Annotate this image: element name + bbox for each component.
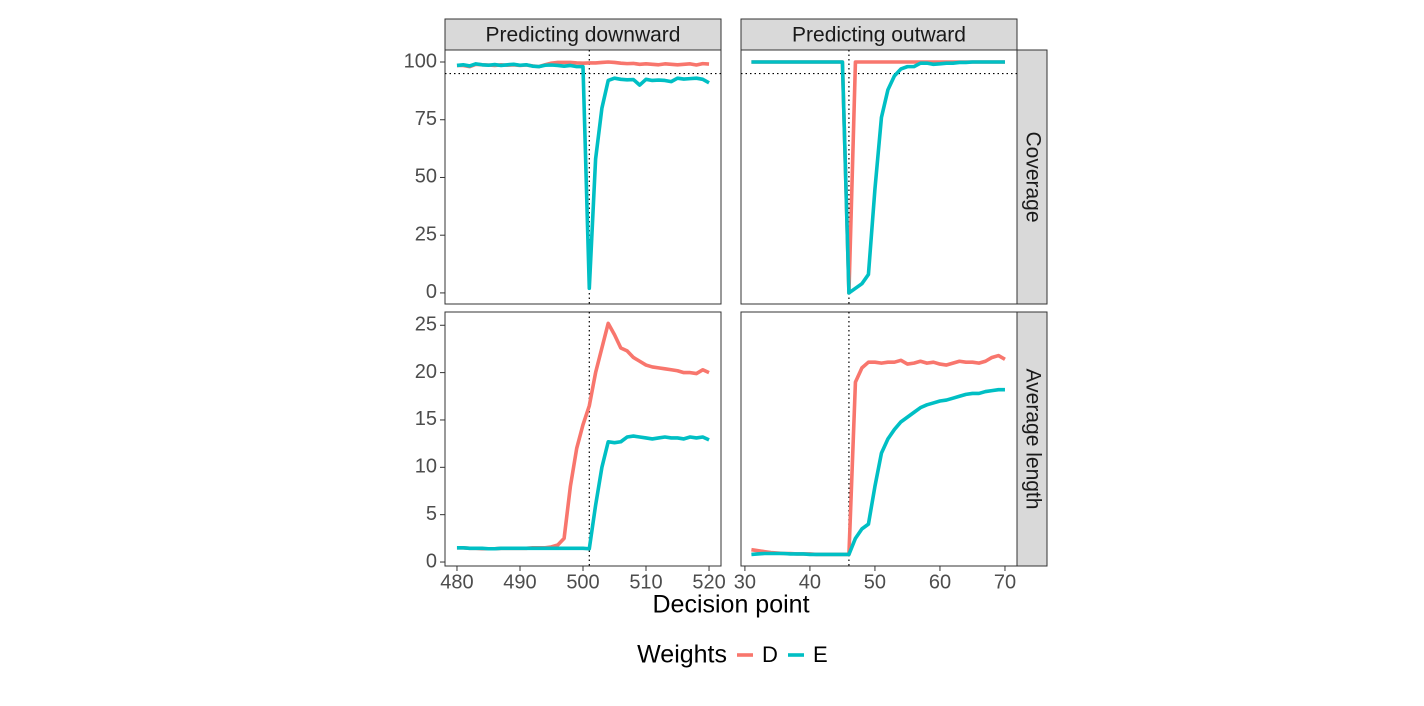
x-tick-label: 50 [864, 571, 886, 593]
panel [740, 49, 1018, 305]
x-tick-label: 490 [503, 571, 536, 593]
x-tick-label: 500 [566, 571, 599, 593]
facet-strip [1016, 49, 1048, 305]
y-tick-label: 0 [426, 281, 437, 303]
y-tick-label: 20 [415, 361, 437, 383]
y-tick-label: 75 [415, 108, 437, 130]
x-tick-label: 40 [799, 571, 821, 593]
facet-strip [740, 18, 1018, 51]
x-tick-label: 480 [440, 571, 473, 593]
series-line [751, 387, 1005, 557]
y-tick-label: 0 [426, 550, 437, 572]
series-line [751, 60, 1005, 295]
series-line [456, 434, 710, 551]
facet-strip [444, 18, 722, 51]
x-tick-label: 70 [994, 571, 1016, 593]
x-axis-label: Decision point [652, 591, 809, 619]
facet-label: Predicting outward [792, 24, 966, 47]
x-tick-label: 520 [692, 571, 725, 593]
y-tick-label: 25 [415, 314, 437, 336]
legend-label: E [813, 642, 828, 667]
x-tick-label: 30 [734, 571, 756, 593]
y-tick-label: 15 [415, 408, 437, 430]
y-tick-label: 25 [415, 223, 437, 245]
facet-strip [1016, 311, 1048, 567]
series-line [456, 62, 710, 291]
legend-label: D [762, 642, 778, 667]
legend-title: Weights [637, 641, 727, 669]
panel [740, 311, 1018, 567]
x-tick-label: 60 [929, 571, 951, 593]
y-tick-label: 100 [404, 50, 437, 72]
facet-label: Average length [1021, 369, 1044, 510]
y-tick-label: 5 [426, 503, 437, 525]
x-tick-label: 510 [629, 571, 662, 593]
facet-label: Coverage [1021, 131, 1044, 222]
y-tick-label: 50 [415, 166, 437, 188]
facet-label: Predicting downward [486, 24, 681, 47]
y-tick-label: 10 [415, 456, 437, 478]
